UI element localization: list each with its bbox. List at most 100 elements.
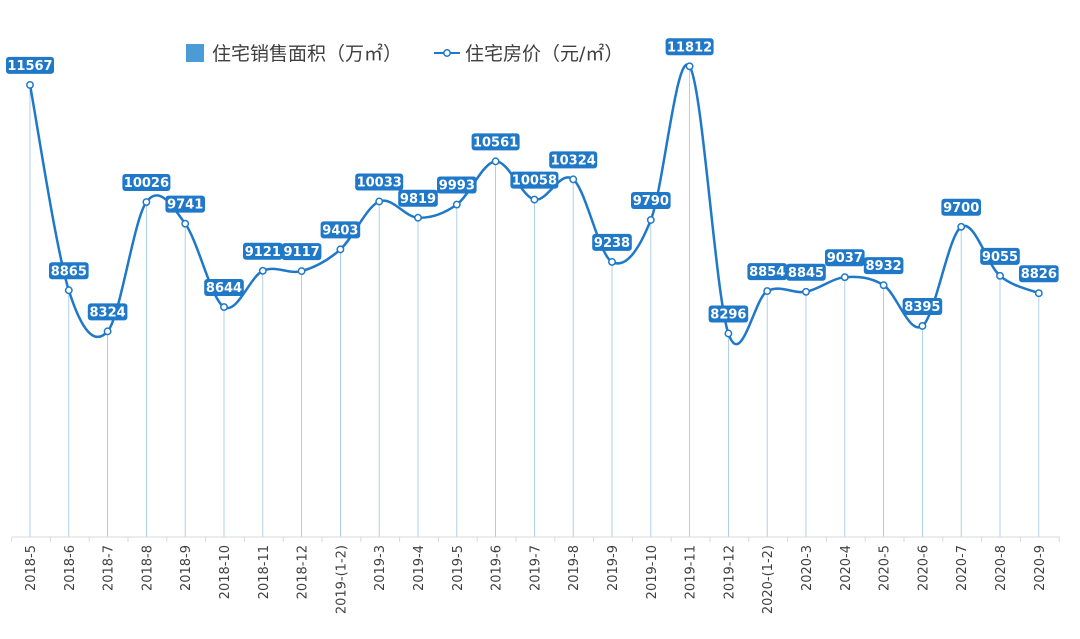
x-tick-label: 2019-6 [490,545,505,591]
price-label-text: 8644 [206,281,242,296]
x-tick-label: 2018-8 [140,545,155,591]
price-label-box [122,174,171,192]
price-point [569,175,578,184]
legend-bar-swatch [186,44,204,62]
x-tick-label: 2019-4 [412,545,427,591]
price-label-text: 10324 [551,153,596,168]
x-tick-label: 2019-7 [528,545,543,591]
price-line [28,63,1040,346]
price-label-text: 10026 [124,176,169,191]
price-label-box [747,263,787,281]
price-label-box [281,243,322,261]
x-tick-label: 2020-4 [839,545,854,591]
price-label-box [863,257,904,275]
price-label-box [980,247,1020,265]
x-tick-label: 2018-7 [102,545,117,591]
price-label-text: 10058 [512,174,557,189]
price-label-text: 10033 [357,175,402,190]
price-label-box [786,263,826,281]
price-label-box [1019,265,1059,283]
price-data-label: 8826 [1019,265,1059,283]
price-point [1034,289,1043,298]
x-tick-label: 2018-5 [24,545,39,591]
legend-bar-label: 住宅销售面积（万㎡） [212,42,402,65]
price-point [181,219,190,228]
price-point [996,271,1004,280]
price-label-text: 9055 [982,250,1018,265]
price-point [142,198,151,206]
price-data-label: 9117 [281,243,322,261]
price-point [258,266,267,275]
price-label-text: 8826 [1021,267,1057,282]
legend-line-label: 住宅房价（元/㎡） [465,42,623,65]
price-point [375,197,384,206]
price-label-text: 11812 [667,40,712,55]
price-label-text: 8854 [749,265,785,280]
price-data-label: 9037 [825,249,865,267]
x-tick-label: 2020-7 [955,545,970,591]
legend: 住宅销售面积（万㎡） 住宅房价（元/㎡） [186,42,623,65]
price-point [452,200,461,209]
price-data-label: 8395 [902,297,943,315]
price-data-label: 10324 [549,151,598,169]
price-point [297,267,306,276]
price-label-box [437,176,477,194]
x-tick-label: 2018-10 [218,545,233,599]
price-label-text: 8845 [788,266,824,281]
price-point [336,245,345,254]
price-point [685,62,694,71]
x-tick-label: 2020-8 [994,545,1009,591]
x-tick-label: 2018-12 [296,545,311,599]
price-label-box [6,56,54,74]
price-label-box [398,189,438,207]
price-label-box [87,303,128,321]
price-data-label: 9993 [437,176,477,194]
price-label-box [941,198,981,216]
x-tick-label: 2018-9 [179,545,194,591]
price-label-text: 9700 [943,201,979,216]
price-data-label: 9700 [941,198,981,216]
price-data-label: 9055 [980,247,1020,265]
price-point [957,222,966,231]
price-point [763,287,772,296]
x-tick-label: 2020-(1-2) [761,545,776,614]
x-tick-label: 2019-5 [451,545,466,591]
price-data-label: 9790 [631,191,671,209]
price-label-text: 8324 [90,305,126,320]
x-tick-label: 2020-9 [1033,545,1048,591]
x-tick-label: 2018-11 [257,545,272,599]
price-point [530,195,539,204]
price-data-label: 9121 [243,242,283,260]
legend-line-marker [443,49,451,57]
price-label-box [665,38,714,56]
price-label-box [592,233,632,251]
price-data-label: 8324 [87,303,128,321]
price-label-text: 9117 [284,245,320,260]
price-data-label: 10058 [510,171,559,189]
price-point [64,286,73,295]
price-label-text: 9121 [245,245,281,260]
price-label-text: 9993 [439,179,475,194]
x-tick-label: 2018-6 [63,545,78,591]
price-label-text: 11567 [7,59,52,74]
price-data-label: 11812 [665,38,714,56]
price-point [414,213,422,222]
price-point [608,257,616,266]
price-label-box [825,249,865,267]
price-label-box [165,195,205,213]
x-tick-label: 2020-6 [916,545,931,591]
x-tick-label: 2019-3 [373,545,388,591]
price-label-text: 8296 [710,308,746,323]
price-data-label: 8865 [49,262,89,280]
price-data-label: 9819 [398,189,438,207]
price-label-text: 9790 [633,194,669,209]
price-label-text: 9403 [322,223,358,238]
price-label-box [471,133,520,151]
price-label-box [549,151,598,169]
price-point [918,322,927,330]
price-label-text: 9741 [167,198,203,213]
price-data-label: 10561 [471,133,520,151]
price-label-box [510,171,559,189]
price-label-box [49,262,89,280]
price-point [26,80,34,89]
